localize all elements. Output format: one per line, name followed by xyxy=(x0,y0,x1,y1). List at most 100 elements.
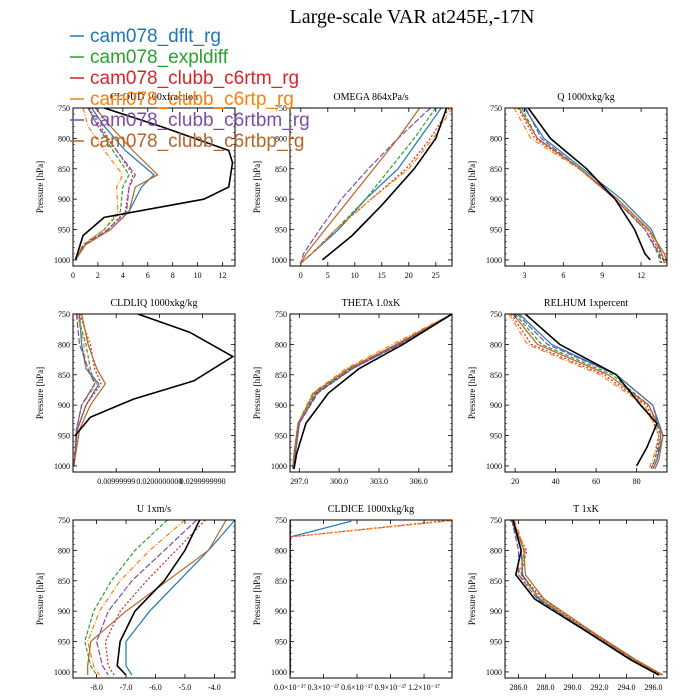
y-tick-label: 800 xyxy=(275,546,287,555)
panel-5: THETA 1.0xK Pressure [hPa] 750 800 850 900 950… xyxy=(252,298,453,486)
series-line-cam078_clubb_c6rtbp_rg xyxy=(518,108,667,264)
legend-entry: cam078_clubb_c6rtbp_rg xyxy=(70,131,304,152)
series-line-cam078_clubb_c6rtp_rg xyxy=(74,108,124,261)
x-tick-label: 0.0×10⁻³⁷ xyxy=(274,683,306,692)
y-tick-label: 750 xyxy=(490,516,502,525)
series-line-cam078_clubb_c6rtm_rg xyxy=(73,314,102,466)
series-line-cam078_clubb_c6rtp_rg xyxy=(513,108,667,264)
series-line-cam078_clubb_c6rtbp_rg xyxy=(512,520,664,676)
x-tick-label: 12 xyxy=(219,271,227,280)
x-tick-label: 2 xyxy=(96,271,100,280)
series-line-cam078_clubb_c6rtp_rg xyxy=(300,108,452,264)
legend-entry: cam078_expldiff xyxy=(70,47,229,68)
legend-label: cam078_clubb_c6rtp_rg xyxy=(90,89,294,110)
legend-label: cam078_expldiff xyxy=(90,47,229,68)
x-tick-label: 297.0 xyxy=(290,477,308,486)
x-tick-label: 60 xyxy=(592,477,600,486)
series-line-cam078_clubb_c6rtp_rg xyxy=(513,520,661,676)
y-axis-label: Pressure [hPa] xyxy=(35,573,45,625)
y-axis-label: Pressure [hPa] xyxy=(252,573,262,625)
series-group xyxy=(290,520,452,675)
y-tick-label: 750 xyxy=(58,310,70,319)
series-line-cam078_clubb_c6rtp_rg xyxy=(73,314,98,466)
y-tick-label: 800 xyxy=(275,134,287,143)
y-tick-label: 850 xyxy=(490,165,502,174)
x-tick-label: 9 xyxy=(600,271,604,280)
x-tick-label: 0 xyxy=(71,271,75,280)
y-tick-label: 900 xyxy=(275,401,287,410)
panel-title: Q 1000xkg/kg xyxy=(557,92,615,103)
series-line-cam078_clubb_c6rtm_rg xyxy=(293,314,452,470)
series-group xyxy=(74,108,234,261)
y-tick-label: 950 xyxy=(490,226,502,235)
x-tick-label: 12 xyxy=(637,271,645,280)
y-tick-label: 1000 xyxy=(54,668,70,677)
x-tick-label: -8.0 xyxy=(90,683,103,692)
legend-entry: cam078_clubb_c6rtp_rg xyxy=(70,89,294,110)
y-tick-label: 900 xyxy=(490,401,502,410)
x-tick-label: 0.0299999990 xyxy=(180,477,226,486)
x-tick-label: 0.0200000000 xyxy=(136,477,182,486)
y-tick-label: 750 xyxy=(490,104,502,113)
y-tick-label: 950 xyxy=(58,432,70,441)
panel-2: OMEGA 864xPa/s Pressure [hPa] 750 800 850 900… xyxy=(252,92,453,280)
y-tick-label: 750 xyxy=(275,516,287,525)
series-group xyxy=(292,314,452,470)
x-tick-label: 1.2×10⁻³⁷ xyxy=(408,683,440,692)
panel-9: T 1xK Pressure [hPa] 750 800 850 900 950 1000 28… xyxy=(467,504,668,692)
y-axis-label: Pressure [hPa] xyxy=(467,367,477,419)
series-group xyxy=(300,108,452,264)
legend-label: cam078_dflt_rg xyxy=(90,26,221,47)
x-tick-label: 25 xyxy=(432,271,440,280)
series-line-cam078_clubb_c6rtbm_rg xyxy=(293,314,452,470)
y-tick-label: 900 xyxy=(490,607,502,616)
x-tick-label: -7.0 xyxy=(120,683,133,692)
y-axis-label: Pressure [hPa] xyxy=(467,161,477,213)
y-tick-label: 750 xyxy=(58,516,70,525)
series-line-reference xyxy=(74,314,235,437)
x-tick-label: 80 xyxy=(633,477,641,486)
x-tick-label: 40 xyxy=(552,477,560,486)
x-tick-label: 306.0 xyxy=(410,477,428,486)
panel-7: U 1xm/s Pressure [hPa] 750 800 850 900 950 1000… xyxy=(35,504,236,692)
x-tick-label: 10 xyxy=(194,271,202,280)
y-tick-label: 850 xyxy=(275,371,287,380)
y-tick-label: 800 xyxy=(490,134,502,143)
x-tick-label: -5.0 xyxy=(179,683,192,692)
y-tick-label: 850 xyxy=(275,577,287,586)
series-line-reference xyxy=(527,108,651,261)
panel-title: T 1xK xyxy=(573,504,599,515)
x-tick-label: 0.6×10⁻³⁷ xyxy=(341,683,373,692)
y-tick-label: 900 xyxy=(275,607,287,616)
series-line-cam078_clubb_c6rtbm_rg xyxy=(73,314,96,466)
y-tick-label: 1000 xyxy=(271,462,287,471)
y-tick-label: 1000 xyxy=(486,256,502,265)
series-group xyxy=(84,520,235,676)
series-line-reference xyxy=(116,520,201,676)
series-line-cam078_clubb_c6rtbp_rg xyxy=(87,520,227,675)
legend-label: cam078_clubb_c6rtbp_rg xyxy=(90,131,304,152)
y-tick-label: 900 xyxy=(58,607,70,616)
series-line-cam078_clubb_c6rtbp_rg xyxy=(512,314,664,470)
legend-label: cam078_clubb_c6rtm_rg xyxy=(90,68,299,89)
x-tick-label: 5 xyxy=(326,271,330,280)
series-line-cam078_expldiff xyxy=(300,108,437,264)
x-tick-label: 8 xyxy=(171,271,175,280)
legend-label: cam078_clubb_c6rtbm_rg xyxy=(90,110,310,131)
x-tick-label: 303.0 xyxy=(370,477,388,486)
series-line-cam078_clubb_c6rtbp_rg xyxy=(292,314,452,470)
x-tick-label: 286.0 xyxy=(510,683,528,692)
panel-6: RELHUM 1xpercent Pressure [hPa] 750 800 850 9… xyxy=(467,298,668,486)
y-tick-label: 1000 xyxy=(54,462,70,471)
series-line-cam078_expldiff xyxy=(84,520,168,676)
x-tick-label: 3 xyxy=(522,271,526,280)
y-tick-label: 1000 xyxy=(486,462,502,471)
series-line-reference xyxy=(524,314,658,467)
panel-title: THETA 1.0xK xyxy=(342,298,401,309)
x-tick-label: 20 xyxy=(405,271,413,280)
x-tick-label: 6 xyxy=(561,271,565,280)
x-tick-label: 296.0 xyxy=(645,683,663,692)
